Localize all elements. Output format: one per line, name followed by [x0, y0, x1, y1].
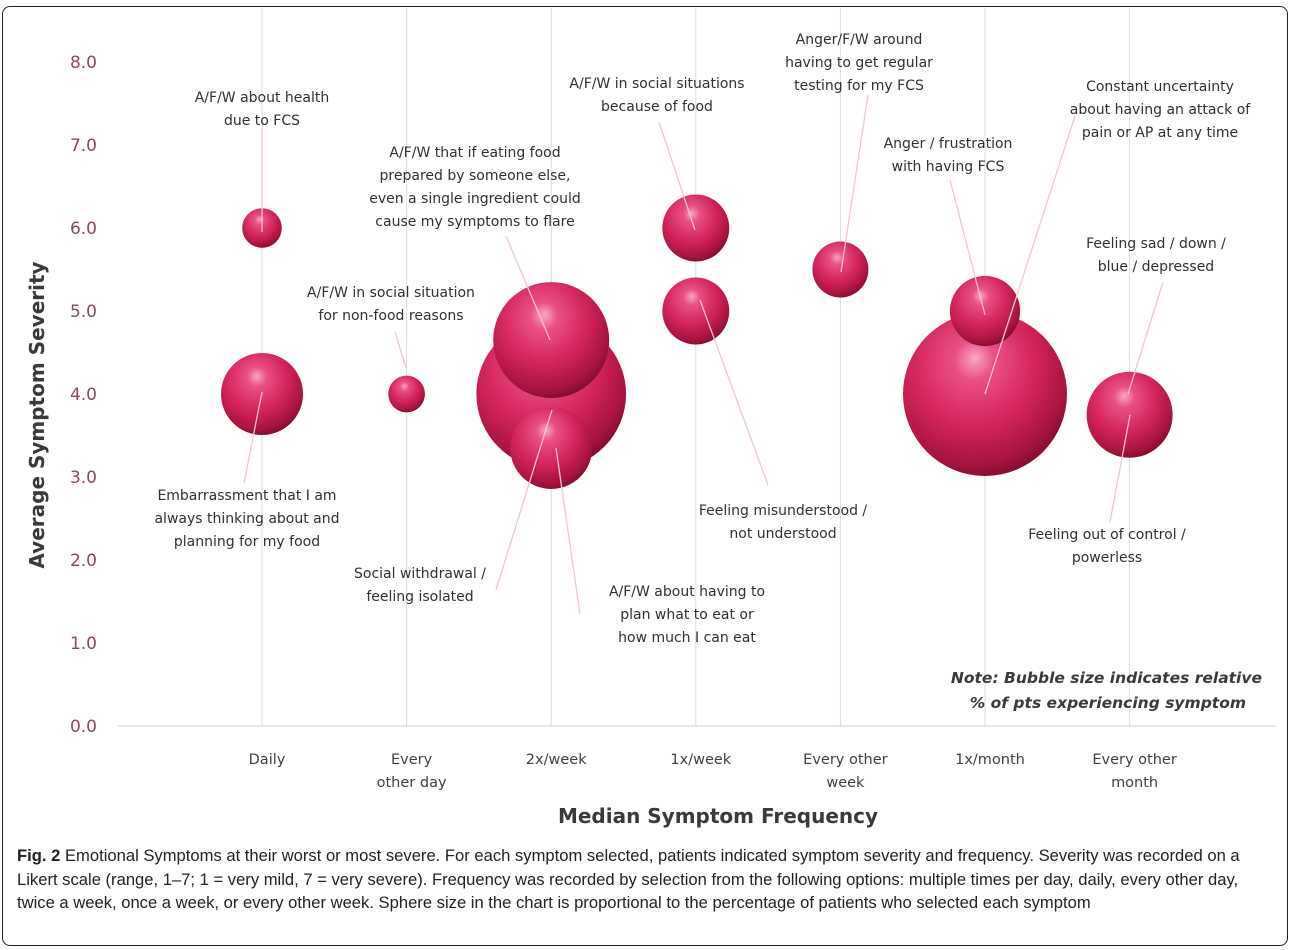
annotation-label: A/F/W in social situation — [307, 285, 475, 301]
annotation-label: prepared by someone else, — [380, 168, 571, 184]
x-tick-label: Daily — [249, 752, 286, 768]
y-axis-title: Average Symptom Severity — [25, 261, 49, 568]
annotation-label: for non-food reasons — [318, 308, 463, 324]
annotation-label: Feeling sad / down / — [1086, 236, 1226, 252]
annotation-label: powerless — [1072, 550, 1142, 566]
leader-line — [243, 391, 263, 484]
x-tick-label: other day — [377, 775, 447, 791]
caption-label: Fig. 2 — [17, 846, 61, 865]
annotation-label: A/F/W about having to — [609, 584, 765, 600]
annotation-label: A/F/W in social situations — [569, 76, 744, 92]
annotation-label: feeling isolated — [366, 589, 473, 605]
bubble — [1086, 371, 1173, 458]
annotation-label: about having an attack of — [1070, 102, 1252, 118]
gridlines — [261, 8, 1131, 726]
x-tick-label: 2x/week — [526, 752, 587, 768]
bubble — [510, 406, 593, 489]
y-tick-labels: 0.0 1.0 2.0 3.0 4.0 5.0 6.0 7.0 8.0 — [70, 53, 97, 737]
bubble-chart: 0.0 1.0 2.0 3.0 4.0 5.0 6.0 7.0 8.0 Daily Every ot… — [25, 8, 1276, 828]
annotation-label: blue / depressed — [1098, 259, 1214, 275]
bubble — [388, 375, 425, 413]
annotation-label: Social withdrawal / — [354, 566, 486, 582]
annotations: A/F/W about health due to FCS Embarrassmen… — [154, 32, 1251, 646]
leader-line — [699, 299, 769, 486]
annotation-label: A/F/W about health — [195, 90, 330, 106]
x-tick-label: week — [826, 775, 865, 791]
annotation-label: even a single ingredient could — [369, 191, 581, 207]
bubble — [662, 277, 730, 345]
note-line-2: % of pts experiencing symptom — [970, 694, 1246, 712]
bubble — [949, 275, 1021, 347]
annotation-label: because of food — [601, 99, 713, 115]
leader-line — [840, 94, 869, 273]
annotation-label: planning for my food — [174, 534, 320, 550]
leader-line — [505, 235, 551, 341]
x-tick-label: Every other — [803, 752, 887, 768]
y-tick-label: 7.0 — [70, 136, 97, 156]
annotation-label: how much I can eat — [618, 630, 756, 646]
y-tick-label: 4.0 — [70, 385, 97, 405]
annotation-label: Anger/F/W around — [796, 32, 923, 48]
bubble — [662, 194, 730, 262]
caption-text: Emotional Symptoms at their worst or mos… — [17, 846, 1240, 912]
annotation-label: Anger / frustration — [884, 136, 1013, 152]
annotation-label: having to get regular — [785, 55, 933, 71]
leader-line — [984, 115, 1076, 395]
leader-lines — [243, 94, 1164, 615]
annotation-label: Embarrassment that I am — [157, 488, 336, 504]
figure-caption: Fig. 2 Emotional Symptoms at their worst… — [17, 844, 1279, 915]
annotation-label: always thinking about and — [154, 511, 339, 527]
x-tick-label: Every — [391, 752, 433, 768]
x-tick-label: month — [1111, 775, 1158, 791]
x-axis-title: Median Symptom Frequency — [558, 804, 878, 828]
figure-frame — [2, 6, 1288, 946]
y-tick-label: 5.0 — [70, 302, 97, 322]
leader-line — [1109, 414, 1131, 523]
annotation-label: A/F/W that if eating food — [389, 145, 560, 161]
y-tick-label: 2.0 — [70, 551, 97, 571]
annotation-label: testing for my FCS — [794, 78, 924, 94]
leader-line — [1127, 281, 1164, 395]
x-tick-label: 1x/month — [955, 752, 1025, 768]
leader-line — [949, 179, 986, 316]
y-tick-label: 6.0 — [70, 219, 97, 239]
annotation-label: Feeling misunderstood / — [699, 503, 868, 519]
annotation-label: Feeling out of control / — [1028, 527, 1186, 543]
leader-line — [394, 331, 407, 369]
bubbles — [221, 194, 1173, 489]
y-tick-label: 0.0 — [70, 717, 97, 737]
leader-line — [658, 121, 696, 231]
y-tick-label: 3.0 — [70, 468, 97, 488]
y-tick-label: 8.0 — [70, 53, 97, 73]
bubble — [493, 282, 610, 399]
note-line-1: Note: Bubble size indicates relative — [951, 669, 1262, 687]
annotation-label: cause my symptoms to flare — [375, 214, 574, 230]
leader-line — [495, 409, 553, 591]
y-tick-label: 1.0 — [70, 634, 97, 654]
annotation-label: plan what to eat or — [620, 607, 754, 623]
bubble — [812, 241, 869, 298]
annotation-label: Constant uncertainty — [1086, 79, 1234, 95]
annotation-label: pain or AP at any time — [1082, 125, 1238, 141]
x-tick-label: 1x/week — [670, 752, 731, 768]
annotation-label: with having FCS — [892, 159, 1005, 175]
annotation-label: due to FCS — [224, 113, 300, 129]
annotation-label: not understood — [729, 526, 836, 542]
x-tick-labels: Daily Every other day 2x/week 1x/week Every o… — [249, 752, 1177, 791]
leader-line — [555, 447, 581, 615]
x-tick-label: Every other — [1092, 752, 1176, 768]
